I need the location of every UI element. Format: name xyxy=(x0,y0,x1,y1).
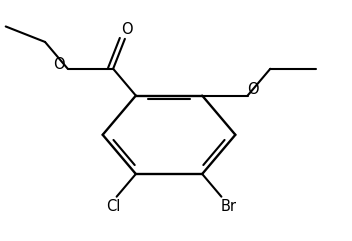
Text: O: O xyxy=(121,22,132,37)
Text: Cl: Cl xyxy=(106,199,120,214)
Text: O: O xyxy=(247,82,259,97)
Text: O: O xyxy=(53,56,65,72)
Text: Br: Br xyxy=(220,199,237,214)
